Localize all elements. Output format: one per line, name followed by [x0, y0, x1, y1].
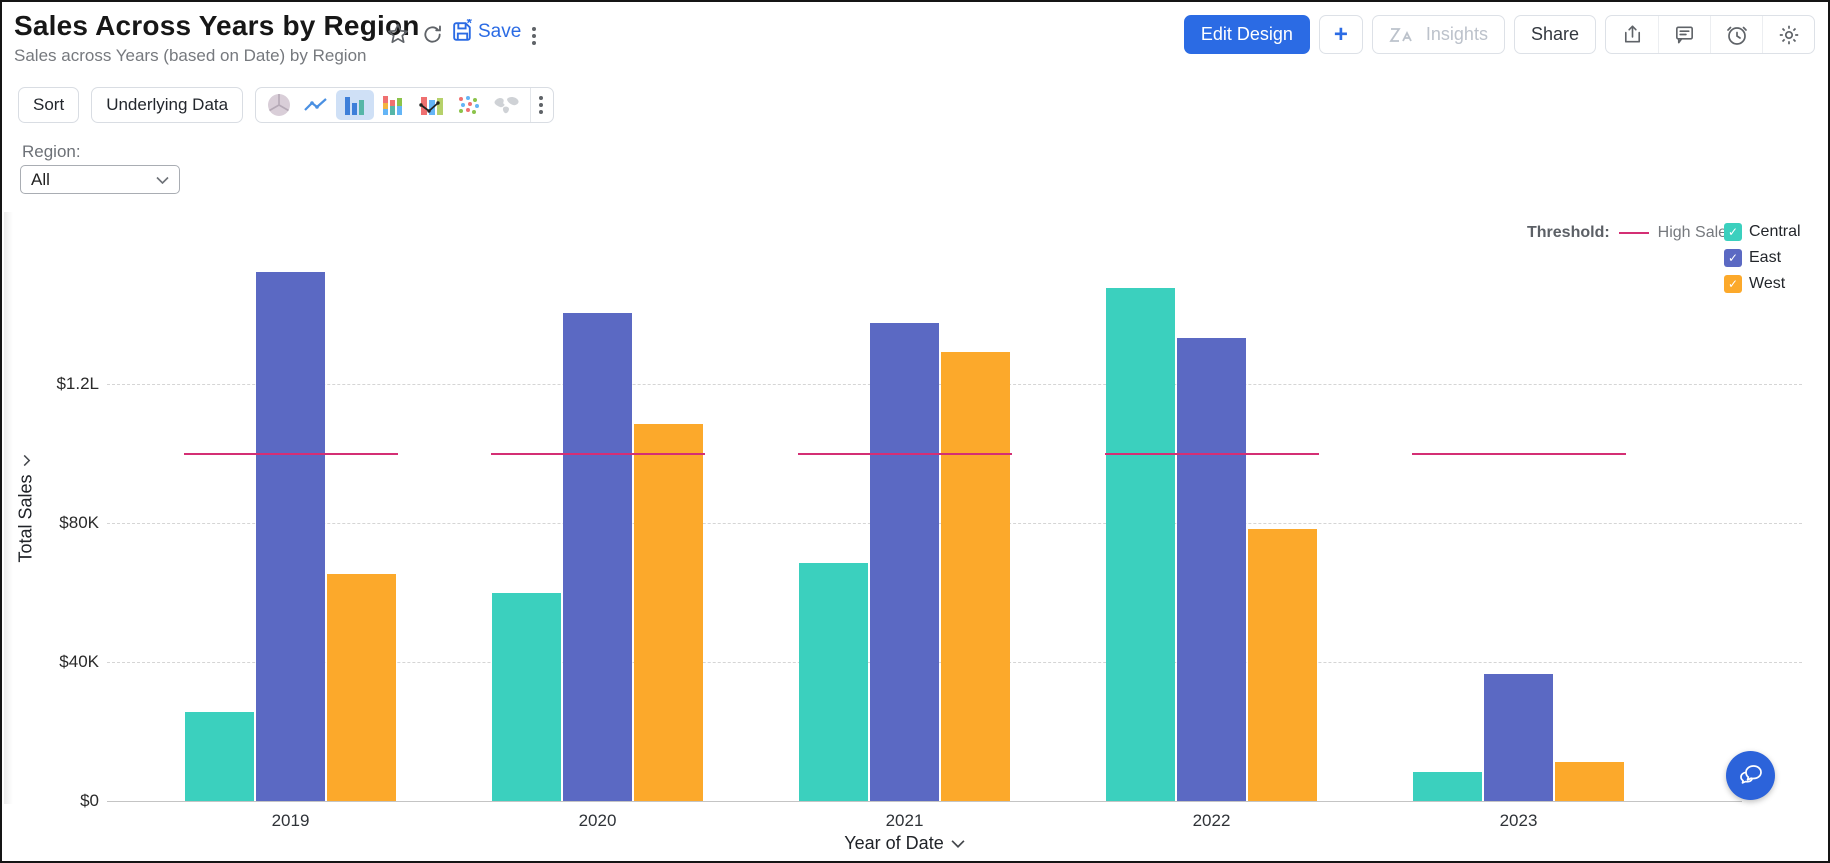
comments-icon[interactable]	[1658, 16, 1710, 53]
refresh-icon[interactable]	[418, 20, 446, 48]
threshold-line-segment	[1104, 452, 1319, 455]
underlying-data-button[interactable]: Underlying Data	[91, 87, 244, 123]
region-filter-select[interactable]: All	[20, 165, 180, 194]
bar-central-2022[interactable]	[1106, 288, 1175, 801]
edit-design-button[interactable]: Edit Design	[1183, 15, 1310, 54]
zia-icon	[1389, 27, 1412, 42]
chevron-down-icon	[156, 176, 169, 184]
bar-east-2023[interactable]	[1484, 674, 1553, 801]
favorite-star-icon[interactable]	[384, 20, 412, 48]
save-floppy-icon: *	[453, 19, 473, 41]
chart-type-bar-icon[interactable]	[336, 90, 375, 120]
chat-assistant-button[interactable]	[1726, 751, 1775, 800]
x-axis-baseline	[107, 801, 1742, 802]
y-tick-label: $80K	[59, 513, 99, 532]
bar-east-2019[interactable]	[256, 272, 325, 801]
y-tick-label: $40K	[59, 652, 99, 671]
bar-west-2022[interactable]	[1248, 528, 1317, 801]
legend-item-east[interactable]: East	[1724, 249, 1781, 267]
save-label: Save	[478, 20, 522, 42]
bar-east-2022[interactable]	[1177, 338, 1246, 801]
y-axis-chevron-icon	[23, 454, 30, 467]
header-icon-strip	[1605, 15, 1815, 54]
x-tick-label-2021: 2021	[885, 811, 924, 830]
save-button[interactable]: * Save	[450, 19, 521, 44]
x-tick-label-2023: 2023	[1499, 811, 1538, 830]
threshold-line-segment	[797, 452, 1012, 455]
bar-east-2021[interactable]	[870, 322, 939, 801]
y-tick-label: $0	[80, 791, 99, 810]
threshold-name: High Sales	[1657, 224, 1736, 241]
bar-west-2023[interactable]	[1555, 762, 1624, 801]
chart-type-stacked-bar-icon[interactable]	[374, 90, 412, 120]
region-filter-value: All	[31, 169, 50, 189]
page-title: Sales Across Years by Region	[14, 10, 420, 41]
bar-central-2023[interactable]	[1413, 772, 1482, 801]
x-tick-label-2019: 2019	[271, 811, 310, 830]
chart-type-pie-icon[interactable]	[260, 90, 298, 120]
legend-item-central[interactable]: Central	[1724, 223, 1801, 241]
region-filter-label: Region:	[22, 142, 81, 161]
x-axis-title-label: Year of Date	[844, 833, 944, 853]
legend-label: Central	[1749, 223, 1801, 240]
threshold-line-segment	[183, 452, 398, 455]
x-axis-title[interactable]: Year of Date	[137, 833, 1672, 854]
threshold-legend: Threshold: High Sales	[1527, 224, 1735, 242]
bar-central-2020[interactable]	[492, 592, 561, 801]
y-tick-label: $1.2L	[56, 374, 99, 393]
svg-text:*: *	[467, 19, 473, 30]
chart-type-world-map-icon[interactable]	[488, 90, 526, 120]
chart-toolbar: Sort Underlying Data	[18, 87, 555, 123]
bar-west-2019[interactable]	[327, 574, 396, 801]
settings-gear-icon[interactable]	[1762, 16, 1814, 53]
threshold-line-swatch	[1618, 232, 1649, 234]
export-icon[interactable]	[1606, 16, 1658, 53]
threshold-line-segment	[1411, 452, 1626, 455]
bar-west-2021[interactable]	[941, 352, 1010, 801]
chart-type-bar-line-combo-icon[interactable]	[412, 90, 450, 120]
legend-label: West	[1749, 275, 1786, 292]
insights-label: Insights	[1425, 24, 1488, 44]
legend-checkbox-west[interactable]	[1724, 275, 1742, 293]
chart-type-switcher	[255, 87, 555, 123]
title-more-menu-icon[interactable]	[520, 22, 548, 50]
threshold-line-segment	[490, 452, 705, 455]
legend-item-west[interactable]: West	[1724, 275, 1785, 293]
y-axis-title[interactable]: Total Sales	[16, 399, 37, 619]
bar-west-2020[interactable]	[634, 423, 703, 801]
page-subtitle: Sales across Years (based on Date) by Re…	[14, 46, 367, 65]
alarm-scheduler-icon[interactable]	[1710, 16, 1762, 53]
insights-button[interactable]: Insights	[1371, 15, 1505, 54]
left-scroll-fade	[4, 212, 13, 804]
share-button[interactable]: Share	[1513, 15, 1596, 54]
chat-bubbles-icon	[1740, 765, 1762, 784]
add-button[interactable]: +	[1318, 15, 1363, 54]
bar-central-2021[interactable]	[799, 562, 868, 801]
chart-type-scatter-icon[interactable]	[450, 90, 488, 120]
legend-label: East	[1749, 249, 1782, 266]
bar-central-2019[interactable]	[185, 712, 254, 801]
chart-type-more-icon[interactable]	[530, 88, 549, 122]
legend-checkbox-east[interactable]	[1724, 249, 1742, 267]
bar-east-2020[interactable]	[563, 313, 632, 801]
x-tick-label-2022: 2022	[1192, 811, 1231, 830]
legend-checkbox-central[interactable]	[1724, 223, 1742, 241]
x-tick-label-2020: 2020	[578, 811, 617, 830]
x-axis-chevron-icon	[951, 840, 965, 848]
chart-type-line-icon[interactable]	[298, 90, 336, 120]
sort-button[interactable]: Sort	[18, 87, 80, 123]
threshold-prefix: Threshold:	[1527, 224, 1610, 241]
